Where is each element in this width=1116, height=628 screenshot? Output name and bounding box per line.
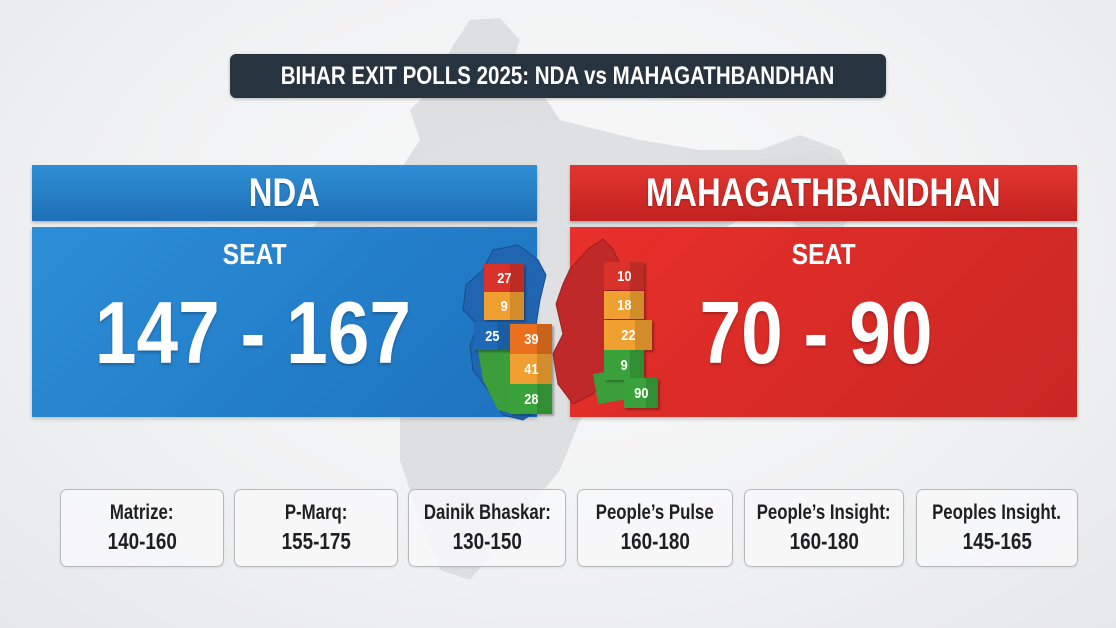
mahagathbandhan-block-5: 90 xyxy=(624,378,658,408)
poll-card-peoples-insight-2: Peoples Insight. 145-165 xyxy=(916,489,1078,567)
mahagathbandhan-seat-range: 70 - 90 xyxy=(699,283,932,382)
poll-range: 160-180 xyxy=(620,528,690,554)
mahagathbandhan-seat-label: SEAT xyxy=(791,239,856,271)
poll-agency: P-Marq: xyxy=(284,501,348,524)
nda-bihar-map: 27 9 25 39 41 28 xyxy=(458,240,558,425)
poll-card-p-marq: P-Marq: 155-175 xyxy=(234,489,398,567)
mahagathbandhan-label: MAHAGATHBANDHAN xyxy=(646,170,1001,215)
poll-card-peoples-pulse: People’s Pulse 160-180 xyxy=(577,489,733,567)
poll-card-dainik-bhaskar: Dainik Bhaskar: 130-150 xyxy=(408,489,566,567)
poll-agency: People’s Insight: xyxy=(757,501,891,524)
nda-block-4: 39 xyxy=(510,324,552,354)
poll-range: 140-160 xyxy=(107,528,177,554)
mahagathbandhan-header: MAHAGATHBANDHAN xyxy=(570,165,1077,221)
poll-agency: People’s Pulse xyxy=(596,501,714,524)
nda-label: NDA xyxy=(248,170,321,215)
nda-block-2: 9 xyxy=(484,292,524,320)
nda-seat-label: SEAT xyxy=(222,239,287,271)
poll-agency: Matrize: xyxy=(110,501,174,524)
mahagathbandhan-block-3: 22 xyxy=(604,320,652,350)
poll-range: 160-180 xyxy=(789,528,859,554)
poll-card-peoples-insight: People’s Insight: 160-180 xyxy=(744,489,904,567)
poll-card-matrize: Matrize: 140-160 xyxy=(60,489,224,567)
poll-range: 145-165 xyxy=(962,528,1032,554)
nda-seat-panel: SEAT 147 - 167 xyxy=(32,227,537,417)
mahagathbandhan-block-2: 18 xyxy=(604,291,644,319)
title-banner: BIHAR EXIT POLLS 2025: NDA vs MAHAGATHBA… xyxy=(230,54,886,98)
nda-seat-range: 147 - 167 xyxy=(94,283,411,382)
nda-block-6: 28 xyxy=(510,384,552,414)
nda-header: NDA xyxy=(32,165,537,221)
nda-block-5: 41 xyxy=(510,354,552,384)
mahagathbandhan-bihar-map: 10 18 22 9 90 xyxy=(548,234,668,414)
mahagathbandhan-block-4: 9 xyxy=(604,350,644,380)
nda-block-3: 25 xyxy=(474,322,510,350)
poll-range: 130-150 xyxy=(452,528,522,554)
poll-agency: Dainik Bhaskar: xyxy=(423,501,551,524)
nda-block-1: 27 xyxy=(484,264,524,292)
poll-agency: Peoples Insight. xyxy=(932,501,1062,524)
poll-range: 155-175 xyxy=(281,528,351,554)
mahagathbandhan-block-1: 10 xyxy=(604,262,644,290)
page-title: BIHAR EXIT POLLS 2025: NDA vs MAHAGATHBA… xyxy=(281,61,835,90)
